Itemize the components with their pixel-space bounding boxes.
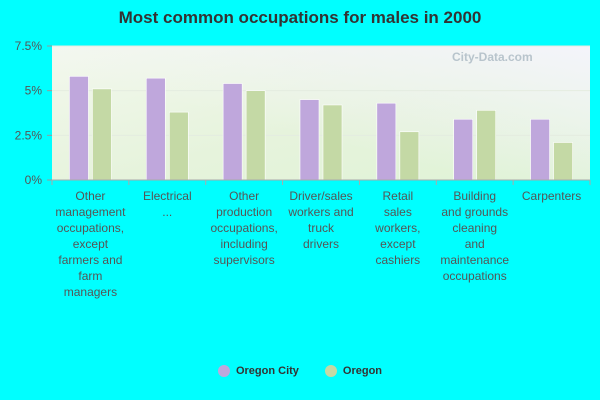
legend-label-oregon-city: Oregon City xyxy=(235,365,299,377)
x-category-label: Building and grounds cleaning and maintenanc… xyxy=(440,189,509,283)
legend: Oregon City Oregon xyxy=(0,365,600,377)
legend-label-oregon: Oregon xyxy=(342,365,383,377)
legend-item-oregon-city: Oregon City xyxy=(217,365,299,377)
x-category-label: Other management occupations, except farmers… xyxy=(55,189,126,299)
watermark: City-Data.com xyxy=(452,50,533,64)
bar-oregon[interactable] xyxy=(553,142,573,181)
bar-oregon-city[interactable] xyxy=(453,118,474,181)
legend-item-oregon: Oregon xyxy=(324,365,383,377)
bar-oregon-city[interactable] xyxy=(222,83,243,181)
y-tick-label: 2.5% xyxy=(15,128,43,142)
x-category-label: Retail sales workers, except cashiers xyxy=(374,189,420,267)
x-category-label: Carpenters xyxy=(522,189,581,203)
plot-background-highlight xyxy=(52,46,590,180)
bar-oregon[interactable] xyxy=(399,131,420,181)
bar-oregon-city[interactable] xyxy=(145,77,166,181)
y-tick-label: 5% xyxy=(25,84,43,98)
bar-oregon-city[interactable] xyxy=(299,99,320,181)
legend-swatch-oregon-city xyxy=(217,365,230,377)
bar-oregon[interactable] xyxy=(92,88,112,181)
bar-oregon[interactable] xyxy=(476,110,497,181)
x-category-label: Other production occupations, including supe… xyxy=(210,189,277,267)
bar-oregon-city[interactable] xyxy=(69,76,89,181)
x-category-label: Electrical... xyxy=(143,189,192,219)
bar-oregon-city[interactable] xyxy=(376,102,397,181)
x-category-label: Driver/sales workers and truck drivers xyxy=(287,189,353,251)
bar-oregon[interactable] xyxy=(245,90,266,181)
bar-oregon-city[interactable] xyxy=(530,118,550,181)
chart-title: Most common occupations for males in 200… xyxy=(118,8,482,27)
bar-oregon[interactable] xyxy=(322,104,343,181)
y-tick-label: 0% xyxy=(25,173,43,187)
bar-oregon[interactable] xyxy=(168,111,189,181)
legend-swatch-oregon xyxy=(324,365,337,377)
y-tick-label: 7.5% xyxy=(15,39,43,53)
